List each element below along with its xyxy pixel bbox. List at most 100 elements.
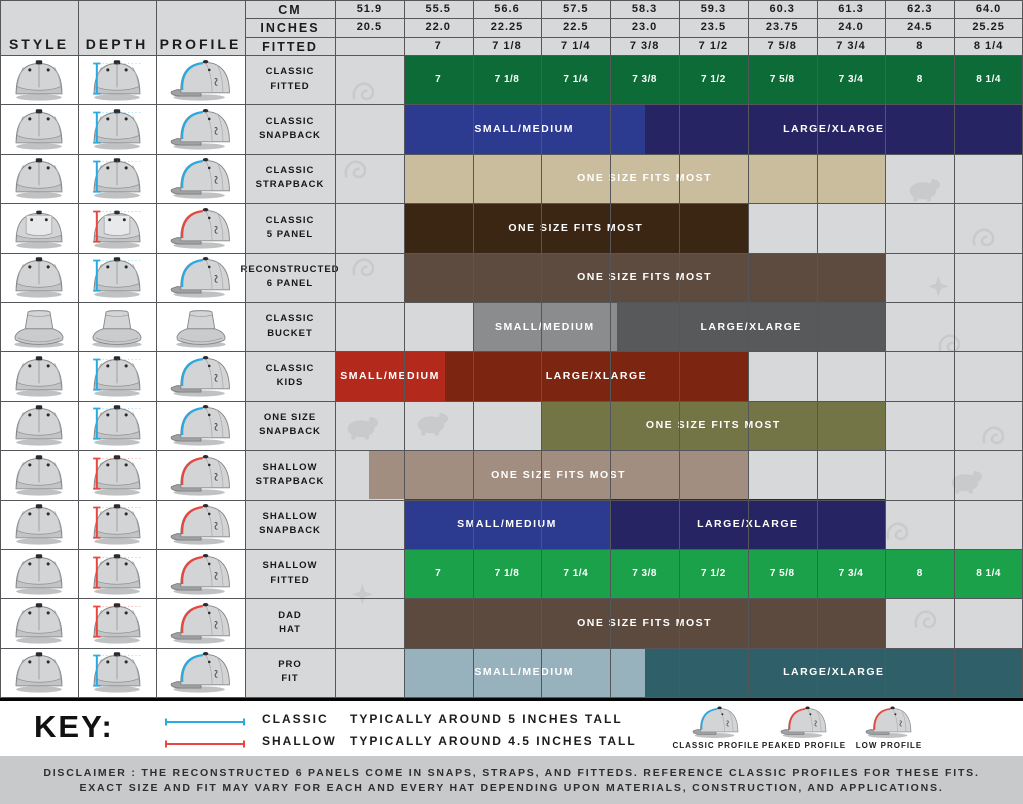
row-label: DAD HAT	[278, 609, 302, 635]
hat-profile-icon	[156, 351, 245, 400]
fitted-size-cell: 7 5/8	[747, 55, 817, 105]
hat-depth-icon	[78, 598, 156, 647]
grid-line	[610, 0, 612, 697]
header-value-cell: 20.5	[356, 21, 383, 34]
header-value-cell: 22.25	[490, 21, 524, 34]
key-title: KEY:	[34, 709, 114, 744]
header-value-cell: 59.3	[700, 3, 727, 15]
grid-line	[0, 301, 1023, 303]
size-bar-label: ONE SIZE FITS MOST	[491, 468, 627, 481]
fitted-size-cell: 7 1/2	[679, 548, 748, 599]
grid-line	[0, 548, 1023, 550]
grid-line	[335, 0, 336, 697]
fitted-size-cell: 8	[885, 55, 955, 105]
size-bar-label: LARGE/XLARGE	[545, 369, 648, 382]
fitted-size-cell: 7 3/4	[816, 548, 886, 599]
size-bar-label: LARGE/XLARGE	[783, 123, 885, 136]
hat-depth-icon	[78, 648, 156, 697]
header-value-cell: 56.6	[494, 3, 520, 15]
header-value-cell: 23.0	[631, 21, 658, 34]
size-bar: LARGE/XLARGE	[445, 351, 748, 401]
size-bar-label: SMALL/MEDIUM	[474, 123, 575, 136]
fitted-size-cell: 7	[403, 55, 473, 105]
watermark-swirl-icon	[352, 80, 375, 107]
watermark-swirl-icon	[982, 424, 1005, 451]
fitted-size-cell: 7 1/4	[541, 55, 611, 105]
watermark-swirl-icon	[352, 256, 375, 283]
grid-line	[0, 351, 1023, 353]
hat-depth-icon	[78, 203, 156, 252]
size-bar: ONE SIZE FITS MOST	[541, 400, 886, 451]
style-column-header: STYLE	[8, 36, 70, 52]
profile-key-hat-icon	[775, 705, 833, 739]
fitted-size-cell: 7 1/4	[541, 548, 611, 599]
header-value-cell: 58.3	[631, 3, 658, 15]
header-value-cell: 7 1/8	[492, 39, 522, 52]
hat-style-icon	[0, 450, 78, 499]
size-bar: ONE SIZE FITS MOST	[403, 203, 748, 253]
size-bar: ONE SIZE FITS MOST	[403, 598, 886, 648]
fitted-size-cell: 8 1/4	[954, 55, 1023, 105]
fitted-size-cell: 7 3/4	[816, 55, 886, 105]
hat-depth-icon	[78, 104, 156, 153]
hat-profile-icon	[156, 549, 245, 598]
depth-column-header: DEPTH	[85, 36, 149, 52]
watermark-bear-icon	[906, 176, 940, 208]
hat-profile-icon	[156, 450, 245, 499]
hat-style-icon	[0, 104, 78, 153]
hat-profile-icon	[156, 401, 245, 450]
disclaimer-bar: DISCLAIMER : THE RECONSTRUCTED 6 PANELS …	[0, 756, 1023, 804]
header-value-cell: 7 3/8	[629, 39, 660, 52]
fitted-size-cell: 7 3/8	[610, 55, 679, 105]
row-label: SHALLOW FITTED	[262, 560, 318, 586]
hat-style-icon	[0, 302, 78, 351]
size-bar-label: ONE SIZE FITS MOST	[577, 172, 713, 185]
grid-line	[541, 0, 543, 697]
size-bar: LARGE/XLARGE	[644, 104, 1023, 154]
size-bar: LARGE/XLARGE	[617, 301, 886, 352]
size-bar: ONE SIZE FITS MOST	[403, 252, 886, 302]
grid-line	[403, 0, 405, 697]
hat-profile-icon	[156, 598, 245, 647]
row-label: CLASSIC SNAPBACK	[259, 115, 321, 142]
fitted-size-cell: 7	[403, 548, 473, 599]
profile-key-hat-icon	[687, 705, 745, 739]
header-value-cell: 8	[916, 39, 924, 52]
size-bar-label: LARGE/XLARGE	[697, 518, 798, 530]
grid-line	[816, 0, 818, 697]
table-bottom-border	[0, 697, 1023, 701]
row-label: PRO FIT	[278, 659, 302, 685]
hat-profile-icon	[156, 203, 245, 252]
hat-depth-icon	[78, 549, 156, 598]
header-value-cell: 24.0	[838, 21, 864, 34]
row-label: SHALLOW SNAPBACK	[259, 510, 321, 537]
header-value-cell: 55.5	[425, 3, 451, 15]
header-value-cell: 51.9	[356, 3, 383, 15]
watermark-star-icon	[352, 584, 374, 611]
row-label: ONE SIZE SNAPBACK	[259, 412, 321, 438]
size-bar-label: LARGE/XLARGE	[783, 666, 885, 679]
grid-line	[0, 647, 1023, 649]
header-value-cell: 22.5	[563, 21, 589, 34]
row-label: SHALLOW STRAPBACK	[255, 461, 325, 487]
header-value-cell: 7 3/4	[836, 39, 866, 52]
grid-line	[0, 598, 1023, 600]
row-label: CLASSIC 5 PANEL	[265, 214, 315, 240]
grid-line	[0, 0, 1, 697]
header-row-label-cm: CM	[278, 3, 302, 17]
disclaimer-line-1: DISCLAIMER : THE RECONSTRUCTED 6 PANELS …	[43, 766, 980, 779]
disclaimer-line-2: EXACT SIZE AND FIT MAY VARY FOR EACH AND…	[79, 781, 944, 794]
hat-style-icon	[0, 55, 78, 104]
grid-line	[0, 203, 1023, 205]
grid-line	[245, 18, 1023, 20]
watermark-bear-icon	[948, 468, 982, 500]
hat-style-icon	[0, 253, 78, 302]
hat-depth-icon	[78, 351, 156, 400]
hat-profile-icon	[156, 104, 245, 153]
depth-key-shallow-icon	[162, 736, 248, 748]
depth-key-classic-icon	[162, 714, 248, 726]
row-label: CLASSIC STRAPBACK	[255, 165, 325, 191]
size-bar: SMALL/MEDIUM	[472, 301, 618, 352]
grid-line	[954, 0, 956, 697]
hat-style-icon	[0, 203, 78, 252]
